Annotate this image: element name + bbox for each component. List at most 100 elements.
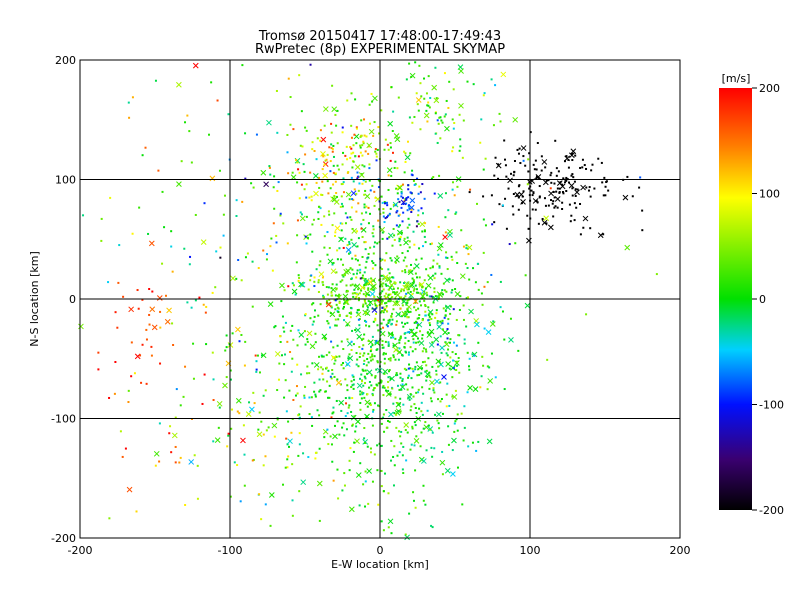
scatter-dot (170, 245, 173, 248)
scatter-dot (355, 295, 358, 298)
scatter-dot (459, 295, 462, 298)
x-tick-label: 200 (670, 544, 691, 557)
scatter-dot (428, 315, 431, 318)
scatter-dot (474, 281, 477, 284)
scatter-dot (513, 170, 516, 173)
scatter-dot (277, 378, 280, 381)
scatter-dot (570, 214, 573, 217)
scatter-dot (418, 373, 421, 376)
scatter-dot (241, 64, 244, 67)
scatter-dot (310, 195, 313, 198)
scatter-dot (337, 318, 340, 321)
scatter-dot (421, 367, 424, 370)
scatter-dot (359, 462, 362, 465)
scatter-dot (423, 230, 426, 233)
scatter-dot (368, 122, 371, 125)
scatter-dot (415, 361, 418, 364)
scatter-dot (462, 304, 465, 307)
scatter-dot (108, 396, 111, 399)
scatter-cross (151, 324, 158, 331)
scatter-dot (288, 445, 291, 448)
scatter-dot (373, 402, 376, 405)
scatter-dot (355, 352, 358, 355)
scatter-dot (362, 344, 365, 347)
scatter-dot (204, 311, 207, 314)
scatter-dot (433, 192, 436, 195)
scatter-dot (332, 479, 335, 482)
scatter-cross (396, 349, 403, 355)
scatter-dot (411, 293, 414, 296)
scatter-cross (216, 400, 223, 407)
scatter-dot (192, 377, 195, 380)
scatter-cross (450, 471, 456, 477)
scatter-dot (100, 217, 103, 220)
scatter-dot (328, 213, 331, 216)
scatter-dot (362, 337, 365, 340)
scatter-dot (379, 296, 382, 299)
scatter-dot (526, 214, 529, 217)
scatter-dot (332, 346, 335, 349)
scatter-dot (258, 493, 261, 496)
scatter-dot (291, 514, 294, 517)
scatter-dot (359, 268, 362, 271)
scatter-dot (351, 257, 354, 260)
scatter-dot (585, 186, 588, 189)
scatter-dot (347, 406, 350, 409)
scatter-dot (426, 294, 429, 297)
scatter-cross (290, 174, 297, 181)
scatter-dot (321, 193, 324, 196)
scatter-dot (321, 372, 324, 375)
scatter-dot (379, 330, 382, 333)
scatter-dot (526, 183, 529, 186)
scatter-dot (418, 64, 421, 67)
scatter-dot (367, 152, 370, 155)
scatter-dot (483, 285, 486, 288)
scatter-dot (355, 425, 358, 428)
scatter-dot (591, 163, 594, 166)
scatter-dot (314, 451, 317, 454)
scatter-dot (399, 236, 402, 239)
scatter-dot (339, 205, 342, 208)
scatter-dot (350, 176, 353, 179)
scatter-dot (359, 352, 362, 355)
scatter-dot (357, 202, 360, 205)
scatter-dot (255, 133, 258, 136)
scatter-dot (362, 362, 365, 365)
scatter-dot (363, 206, 366, 209)
scatter-dot (335, 324, 338, 327)
scatter-cross (344, 321, 351, 327)
scatter-dot (558, 187, 561, 190)
scatter-dot (222, 213, 225, 216)
scatter-dot (417, 214, 420, 217)
scatter-dot (424, 421, 427, 424)
scatter-dot (452, 367, 455, 370)
scatter-dot (411, 121, 414, 124)
scatter-dot (451, 181, 454, 184)
scatter-dot (415, 435, 418, 438)
scatter-dot (512, 174, 515, 177)
scatter-dot (375, 348, 378, 351)
scatter-dot (396, 384, 399, 387)
scatter-dot (411, 174, 414, 177)
scatter-dot (436, 141, 439, 144)
scatter-dot (329, 187, 332, 190)
scatter-cross (394, 292, 401, 298)
scatter-cross (333, 199, 340, 205)
scatter-dot (346, 216, 349, 219)
scatter-dot (405, 459, 408, 462)
scatter-dot (405, 78, 408, 81)
colorbar-tick-label: -200 (759, 504, 784, 517)
scatter-dot (414, 506, 417, 509)
scatter-dot (418, 276, 421, 279)
scatter-dot (331, 294, 334, 297)
scatter-dot (356, 358, 359, 361)
scatter-dot (655, 273, 658, 276)
scatter-dot (545, 179, 548, 182)
scatter-dot (240, 333, 243, 336)
scatter-dot (243, 364, 246, 367)
scatter-dot (351, 397, 354, 400)
scatter-dot (194, 299, 197, 302)
scatter-dot (355, 127, 358, 130)
scatter-dot (97, 368, 100, 371)
scatter-dot (556, 206, 559, 209)
